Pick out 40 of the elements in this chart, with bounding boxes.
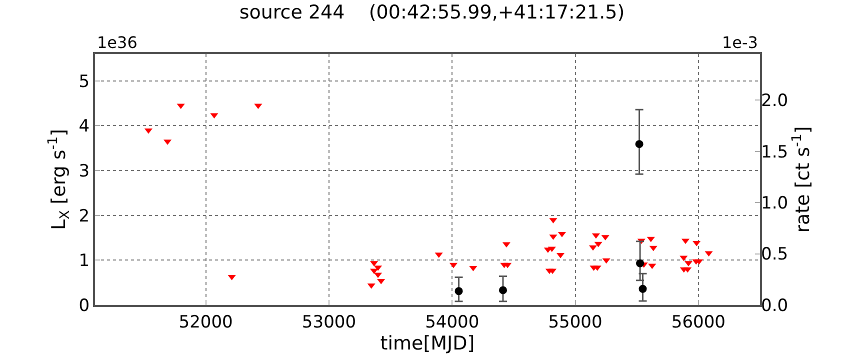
y-tick-label: 2 — [78, 206, 90, 226]
x-tick-label: 53000 — [302, 312, 356, 332]
point — [704, 251, 713, 257]
text: 1e-3 — [722, 33, 758, 52]
point — [695, 259, 704, 265]
y-tick-label: 5 — [78, 72, 90, 92]
point — [504, 262, 512, 268]
point — [649, 246, 658, 252]
point — [176, 104, 185, 110]
point — [594, 242, 602, 248]
text: 1e36 — [97, 33, 138, 52]
x-tick-label: 56000 — [671, 312, 726, 332]
y2-tick-label: 1.5 — [761, 142, 788, 162]
y2-tick-label: 0.5 — [761, 244, 788, 265]
point — [646, 236, 655, 242]
x-axis-title: time[MJD] — [380, 332, 475, 354]
point — [254, 104, 262, 110]
point — [502, 242, 510, 248]
point — [548, 246, 556, 252]
point — [684, 267, 692, 273]
point — [692, 240, 701, 246]
x-tick-label: 52000 — [178, 312, 233, 332]
x-tick-label: 54000 — [425, 312, 480, 332]
x-tick-label: 55000 — [548, 312, 602, 332]
y-tick-label: 3 — [78, 161, 90, 182]
point — [636, 259, 644, 268]
point — [602, 258, 610, 264]
y2-tick-label: 0.0 — [761, 296, 788, 316]
chart-title: source 244 (00:42:55.99,+41:17:21.5) — [239, 2, 625, 24]
y-tick-label: 1 — [78, 251, 90, 272]
point — [648, 264, 656, 270]
y2-tick-label: 1.0 — [761, 194, 788, 214]
point — [635, 140, 644, 148]
point — [454, 287, 463, 296]
point — [498, 286, 507, 294]
y-tick-label: 4 — [78, 116, 90, 137]
y2-tick-label: 2.0 — [761, 91, 788, 112]
point — [144, 128, 152, 134]
point — [638, 284, 647, 293]
y-tick-label: 0 — [78, 296, 90, 316]
